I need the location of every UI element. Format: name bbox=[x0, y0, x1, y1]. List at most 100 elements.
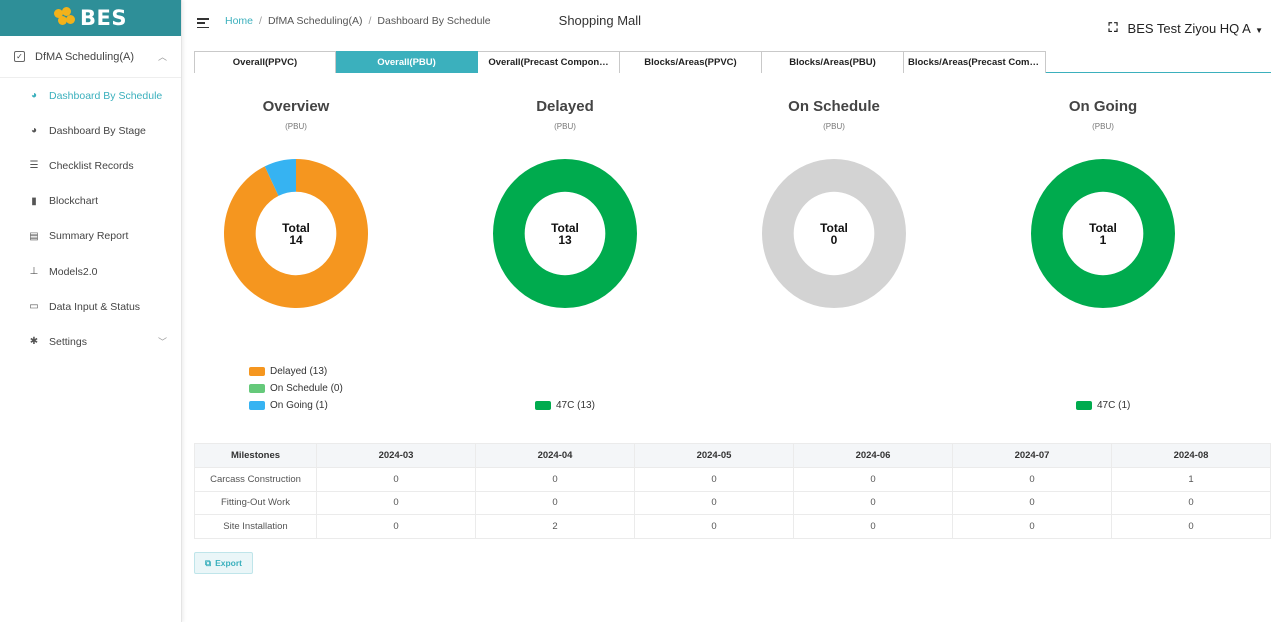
tab-overall-ppvc[interactable]: Overall(PPVC) bbox=[194, 51, 336, 73]
legend-swatch bbox=[249, 384, 265, 393]
tab-label: Overall(PBU) bbox=[377, 57, 436, 68]
user-menu[interactable]: BES Test Ziyou HQ A ▼ bbox=[1128, 21, 1263, 36]
tab-blocks-precast[interactable]: Blocks/Areas(Precast Comp… bbox=[904, 51, 1046, 73]
donut-segment[interactable] bbox=[224, 159, 368, 308]
table-cell: 0 bbox=[1111, 490, 1271, 516]
fullscreen-icon[interactable]: ⛶ bbox=[1108, 20, 1118, 35]
hierarchy-icon: ⊥ bbox=[29, 266, 39, 278]
total-label: Total bbox=[551, 220, 579, 235]
donut-segment[interactable] bbox=[493, 159, 637, 308]
header-right: ⛶ BES Test Ziyou HQ A ▼ bbox=[1108, 20, 1263, 36]
table-cell: Fitting-Out Work bbox=[194, 490, 317, 516]
legend-label: On Going (1) bbox=[270, 400, 328, 411]
table-cell: 0 bbox=[634, 514, 794, 539]
sidebar-group-dfma-scheduling[interactable]: ✓ DfMA Scheduling(A) ︿ bbox=[0, 36, 181, 78]
logo-text: BES bbox=[80, 6, 127, 30]
sidebar-item-models[interactable]: ⊥ Models2.0 bbox=[0, 254, 181, 289]
total-label: Total bbox=[282, 220, 310, 235]
table-cell: 0 bbox=[1111, 514, 1271, 539]
menu-toggle-icon[interactable] bbox=[197, 18, 209, 28]
tab-blocks-pbu[interactable]: Blocks/Areas(PBU) bbox=[762, 51, 904, 73]
table-row: Site Installation 0 2 0 0 0 0 bbox=[194, 514, 1271, 539]
total-label: Total bbox=[1089, 220, 1117, 235]
column-header: 2024-08 bbox=[1111, 443, 1271, 468]
legend-item-delayed[interactable]: Delayed (13) bbox=[249, 363, 343, 380]
chevron-down-icon: ﹀ bbox=[157, 337, 167, 348]
table-cell: Carcass Construction bbox=[194, 467, 317, 492]
chart-title: Delayed bbox=[536, 98, 594, 115]
chart-title: Overview bbox=[262, 98, 330, 115]
table-cell: 0 bbox=[316, 490, 476, 516]
sidebar-item-dashboard-by-stage[interactable]: ◕ Dashboard By Stage bbox=[0, 113, 181, 148]
bee-logo-icon bbox=[54, 7, 76, 29]
breadcrumb-dfma[interactable]: DfMA Scheduling(A) bbox=[267, 15, 363, 27]
sidebar-item-dashboard-by-schedule[interactable]: ◕ Dashboard By Schedule bbox=[0, 78, 181, 113]
legend-item-47c[interactable]: 47C (13) bbox=[535, 397, 595, 414]
legend-item-on-schedule[interactable]: On Schedule (0) bbox=[249, 380, 343, 397]
total-value: 14 bbox=[289, 232, 303, 247]
sidebar-group-label: DfMA Scheduling(A) bbox=[35, 50, 135, 63]
column-header: 2024-05 bbox=[634, 443, 794, 468]
user-name: BES Test Ziyou HQ A bbox=[1127, 20, 1251, 36]
sidebar-item-summary-report[interactable]: ▤ Summary Report bbox=[0, 219, 181, 254]
chart-overview: Overview (PBU) bbox=[196, 98, 396, 131]
tab-label: Blocks/Areas(Precast Comp… bbox=[908, 57, 1041, 68]
table-header-row: Milestones 2024-03 2024-04 2024-05 2024-… bbox=[194, 443, 1271, 468]
legend-overview: Delayed (13) On Schedule (0) On Going (1… bbox=[249, 363, 343, 414]
table-cell: 0 bbox=[952, 490, 1112, 516]
sidebar-item-checklist-records[interactable]: ☰ Checklist Records bbox=[0, 148, 181, 183]
donut-overview[interactable]: Total 14 bbox=[224, 159, 368, 308]
table-cell: 0 bbox=[475, 467, 635, 492]
table-cell: 0 bbox=[634, 467, 794, 492]
total-value: 0 bbox=[830, 232, 838, 247]
sidebar-item-label: Data Input & Status bbox=[49, 300, 141, 313]
table-cell: 0 bbox=[475, 490, 635, 516]
chart-subtitle: (PBU) bbox=[823, 122, 845, 131]
table-cell: 0 bbox=[793, 514, 953, 539]
chevron-up-icon: ︿ bbox=[157, 52, 167, 62]
donut-segment[interactable] bbox=[1031, 159, 1175, 308]
dashboard-icon: ◕ bbox=[30, 90, 38, 102]
legend-swatch bbox=[1076, 401, 1092, 410]
chart-title: On Going bbox=[1068, 98, 1138, 115]
donut-center: Total 14 bbox=[224, 159, 368, 308]
dashboard-icon: ◕ bbox=[30, 125, 38, 137]
legend-item-47c[interactable]: 47C (1) bbox=[1076, 397, 1130, 414]
table-cell: Site Installation bbox=[194, 514, 317, 539]
sidebar-item-settings[interactable]: ✱ Settings ﹀ bbox=[0, 324, 181, 359]
column-header: 2024-06 bbox=[793, 443, 953, 468]
donut-delayed[interactable]: Total 13 bbox=[493, 159, 637, 308]
table-cell: 0 bbox=[952, 467, 1112, 492]
legend-item-on-going[interactable]: On Going (1) bbox=[249, 397, 343, 414]
donut-segment[interactable] bbox=[264, 159, 296, 196]
chart-on-schedule: On Schedule (PBU) bbox=[734, 98, 934, 131]
chart-delayed: Delayed (PBU) bbox=[465, 98, 665, 131]
donut-on-schedule[interactable]: Total 0 bbox=[762, 159, 906, 308]
donut-svg bbox=[224, 159, 368, 308]
breadcrumb-home[interactable]: Home bbox=[225, 15, 254, 27]
tab-overall-precast[interactable]: Overall(Precast Compon… bbox=[478, 51, 620, 73]
legend-swatch bbox=[535, 401, 551, 410]
sidebar-item-blockchart[interactable]: ▮ Blockchart bbox=[0, 184, 181, 219]
table-cell: 0 bbox=[952, 514, 1112, 539]
chart-subtitle: (PBU) bbox=[285, 122, 307, 131]
table-cell: 2 bbox=[475, 514, 635, 539]
sidebar-item-label: Settings bbox=[49, 335, 87, 348]
tab-label: Overall(PPVC) bbox=[232, 57, 298, 68]
sidebar-item-data-input-status[interactable]: ▭ Data Input & Status bbox=[0, 289, 181, 324]
export-icon: ⧉ bbox=[205, 557, 212, 568]
donut-svg bbox=[493, 159, 637, 308]
tab-blocks-ppvc[interactable]: Blocks/Areas(PPVC) bbox=[620, 51, 762, 73]
legend-label: Delayed (13) bbox=[270, 366, 328, 377]
export-button[interactable]: ⧉ Export bbox=[194, 552, 253, 574]
tab-bar: Overall(PPVC) Overall(PBU) Overall(Preca… bbox=[194, 51, 1271, 73]
breadcrumb: Home / DfMA Scheduling(A) / Dashboard By… bbox=[225, 15, 491, 27]
logo[interactable]: BES bbox=[0, 0, 181, 36]
donut-on-going[interactable]: Total 1 bbox=[1031, 159, 1175, 308]
sidebar-item-label: Models2.0 bbox=[49, 265, 98, 278]
chart-title: On Schedule bbox=[788, 98, 880, 115]
legend-label: On Schedule (0) bbox=[270, 383, 343, 394]
table-cell: 1 bbox=[1111, 467, 1271, 492]
tab-overall-pbu[interactable]: Overall(PBU) bbox=[336, 51, 478, 73]
